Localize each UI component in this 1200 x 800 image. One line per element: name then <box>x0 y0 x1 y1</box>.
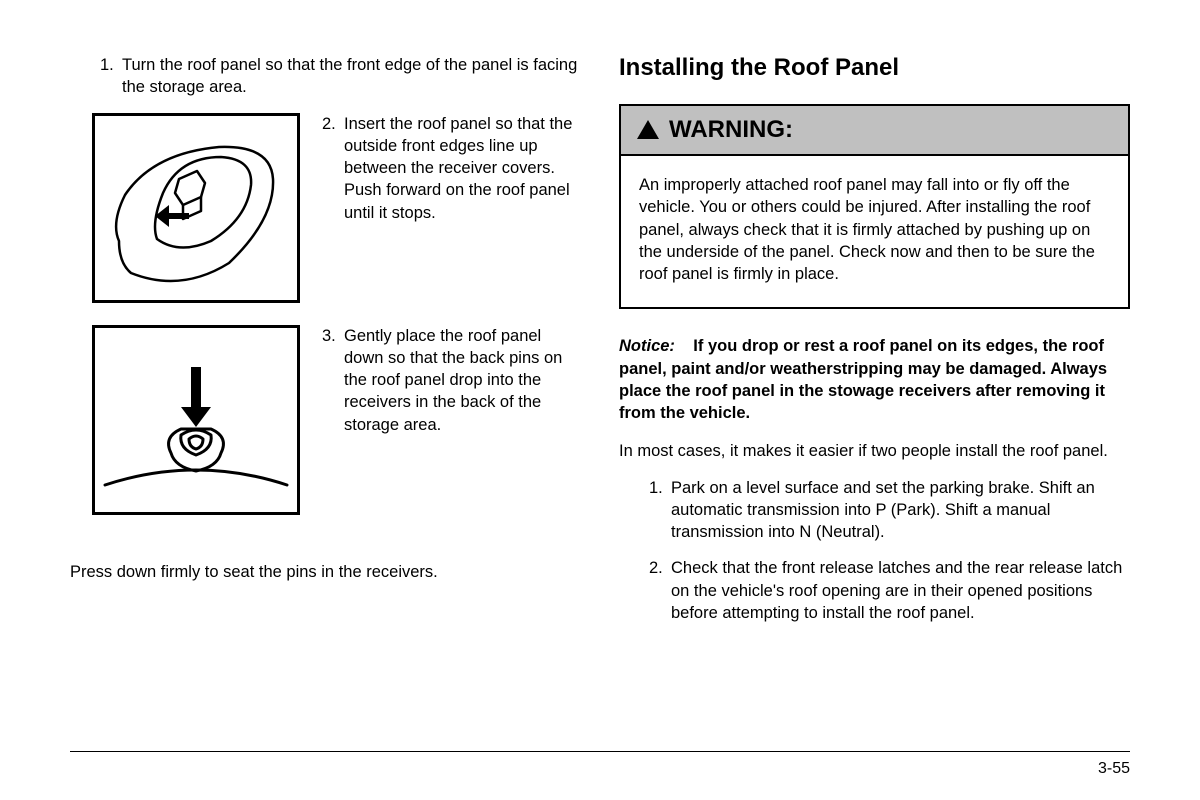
notice-paragraph: Notice: If you drop or rest a roof panel… <box>619 335 1130 424</box>
step-1-number: 1. <box>100 54 122 99</box>
press-down-text: Press down firmly to seat the pins in th… <box>70 563 581 582</box>
right-column: Installing the Roof Panel WARNING: An im… <box>619 54 1130 734</box>
warning-header: WARNING: <box>621 106 1128 156</box>
right-step-1-text: Park on a level surface and set the park… <box>671 477 1130 544</box>
warning-label: WARNING: <box>669 116 793 144</box>
right-step-2: 2. Check that the front release latches … <box>649 557 1130 624</box>
step-1: 1. Turn the roof panel so that the front… <box>100 54 581 99</box>
figure-2 <box>92 325 300 515</box>
figure-1 <box>92 113 300 303</box>
figure-2-row: 3. Gently place the roof panel down so t… <box>92 325 581 515</box>
section-title: Installing the Roof Panel <box>619 54 1130 82</box>
warning-triangle-icon <box>637 120 659 139</box>
left-column: 1. Turn the roof panel so that the front… <box>70 54 581 734</box>
right-step-1: 1. Park on a level surface and set the p… <box>649 477 1130 544</box>
right-step-2-text: Check that the front release latches and… <box>671 557 1130 624</box>
step-2-text: Insert the roof panel so that the outsid… <box>344 113 581 224</box>
pin-receiver-icon <box>101 335 291 505</box>
step-3-text: Gently place the roof panel down so that… <box>344 325 581 436</box>
roof-panel-insert-icon <box>101 123 291 293</box>
warning-body: An improperly attached roof panel may fa… <box>621 156 1128 307</box>
notice-text: If you drop or rest a roof panel on its … <box>619 337 1107 422</box>
page-content: 1. Turn the roof panel so that the front… <box>70 54 1130 734</box>
page-number: 3-55 <box>1098 760 1130 778</box>
step-2-number: 2. <box>322 113 344 224</box>
step-3-number: 3. <box>322 325 344 436</box>
notice-label: Notice: <box>619 337 675 355</box>
step-2: 2. Insert the roof panel so that the out… <box>322 113 581 224</box>
step-3: 3. Gently place the roof panel down so t… <box>322 325 581 436</box>
right-steps: 1. Park on a level surface and set the p… <box>649 477 1130 639</box>
step-1-text: Turn the roof panel so that the front ed… <box>122 54 581 99</box>
footer-rule <box>70 751 1130 752</box>
figure-1-row: 2. Insert the roof panel so that the out… <box>92 113 581 303</box>
warning-box: WARNING: An improperly attached roof pan… <box>619 104 1130 309</box>
body-paragraph: In most cases, it makes it easier if two… <box>619 440 1130 462</box>
right-step-2-number: 2. <box>649 557 671 624</box>
step-1-wrap: 1. Turn the roof panel so that the front… <box>100 54 581 113</box>
right-step-1-number: 1. <box>649 477 671 544</box>
